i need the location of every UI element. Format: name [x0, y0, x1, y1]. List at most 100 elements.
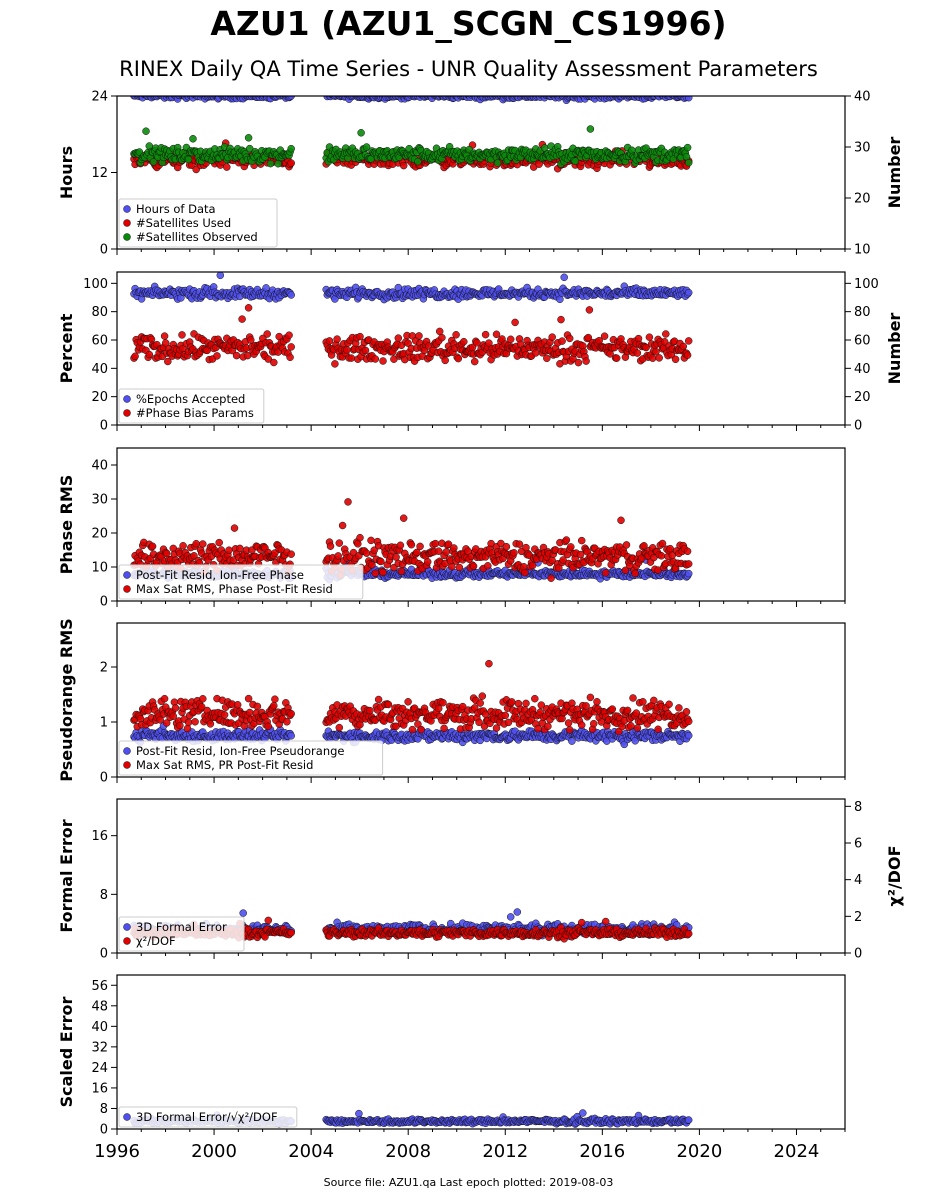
- data-point: [534, 724, 542, 733]
- data-point: [586, 125, 595, 133]
- data-point: [442, 548, 451, 556]
- data-point: [206, 720, 215, 728]
- legend-marker: [123, 395, 131, 403]
- data-point: [414, 720, 422, 728]
- data-point: [684, 96, 693, 102]
- data-point: [506, 913, 515, 921]
- data-point: [481, 330, 490, 339]
- data-point: [652, 347, 660, 356]
- data-point: [178, 331, 186, 339]
- data-point: [441, 356, 449, 365]
- data-point: [469, 562, 478, 570]
- data-point: [325, 82, 332, 89]
- data-point: [559, 556, 567, 564]
- data-point: [564, 719, 573, 727]
- data-point: [684, 288, 693, 297]
- data-point: [223, 163, 231, 171]
- data-point: [458, 702, 467, 711]
- y2-axis-label: Number: [885, 313, 904, 385]
- data-point: [245, 708, 254, 717]
- data-point: [475, 718, 483, 727]
- data-point: [215, 538, 223, 547]
- legend-marker: [123, 205, 131, 213]
- data-point: [244, 134, 253, 142]
- chart-subtitle: RINEX Daily QA Time Series - UNR Quality…: [119, 57, 818, 81]
- panel-1-points: [130, 82, 693, 174]
- data-point: [408, 725, 417, 734]
- data-point: [131, 352, 139, 361]
- data-point: [184, 155, 193, 164]
- legend-entry: %Epochs Accepted: [136, 392, 245, 406]
- data-point: [684, 158, 693, 167]
- data-point: [160, 332, 169, 340]
- data-point: [326, 542, 335, 550]
- data-point: [287, 928, 295, 937]
- data-point: [547, 574, 555, 582]
- data-point: [492, 330, 501, 339]
- data-point: [586, 693, 595, 702]
- legend-marker: [123, 219, 131, 227]
- data-point: [501, 711, 510, 720]
- data-point: [532, 349, 540, 357]
- data-point: [230, 524, 239, 532]
- data-point: [404, 339, 412, 347]
- data-point: [576, 550, 585, 559]
- data-point: [543, 354, 551, 363]
- data-point: [213, 352, 221, 360]
- data-point: [347, 354, 356, 362]
- data-point: [559, 96, 563, 97]
- data-point: [658, 96, 663, 97]
- data-point: [270, 701, 278, 710]
- data-point: [510, 549, 518, 557]
- data-point: [568, 85, 575, 92]
- data-point: [567, 543, 575, 551]
- y-tick-label: 12: [91, 166, 108, 181]
- data-point: [189, 135, 197, 143]
- data-point: [407, 540, 416, 549]
- data-point: [325, 337, 334, 345]
- data-point: [233, 701, 242, 709]
- data-point: [287, 550, 295, 558]
- data-point: [640, 542, 648, 550]
- data-point: [142, 127, 150, 135]
- data-point: [574, 358, 583, 367]
- data-point: [600, 332, 609, 340]
- data-point: [629, 694, 637, 702]
- y-axis-label: Pseudorange RMS: [57, 618, 76, 781]
- data-point: [612, 354, 621, 362]
- data-point: [593, 698, 601, 706]
- data-point: [565, 726, 574, 734]
- data-point: [655, 354, 663, 362]
- data-point: [558, 337, 566, 345]
- legend-marker: [123, 747, 131, 755]
- data-point: [199, 540, 207, 548]
- data-point: [270, 358, 278, 367]
- data-point: [497, 539, 505, 548]
- data-point: [394, 334, 403, 342]
- data-point: [396, 541, 405, 550]
- data-point: [183, 724, 192, 733]
- legend-entry: Post-Fit Resid, Ion-Free Phase: [136, 568, 304, 582]
- data-point: [485, 339, 493, 347]
- data-point: [645, 333, 654, 341]
- data-point: [675, 704, 683, 712]
- legend-entry: #Satellites Observed: [136, 230, 258, 244]
- data-point: [434, 547, 443, 555]
- data-point: [335, 723, 344, 732]
- data-point: [244, 694, 253, 703]
- data-point: [682, 708, 691, 716]
- data-point: [582, 357, 590, 365]
- data-point: [184, 718, 193, 727]
- data-point: [236, 544, 244, 553]
- data-point: [253, 702, 262, 711]
- data-point: [285, 331, 293, 339]
- data-point: [515, 540, 524, 548]
- data-point: [161, 339, 170, 347]
- data-point: [287, 709, 295, 718]
- data-point: [633, 724, 642, 732]
- data-point: [145, 350, 154, 359]
